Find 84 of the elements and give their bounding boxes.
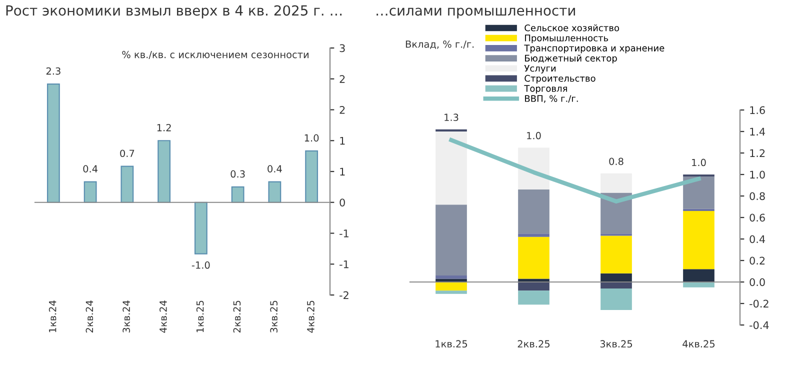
y-axis-title: % кв./кв. с исключением сезонности [122, 50, 308, 59]
data-label: 1.2 [157, 124, 171, 132]
bar [120, 166, 134, 203]
bar [231, 186, 244, 203]
y-tick-label: 1.0 [750, 170, 765, 179]
y-tick-label: 0.8 [750, 192, 765, 200]
bar [518, 290, 550, 305]
x-tick-label: 2кв.24 [86, 300, 93, 333]
y-tick-label: 1.4 [750, 128, 766, 136]
y-tick-label: -0.4 [750, 321, 769, 330]
y-tick-label: -0.2 [750, 300, 768, 308]
y-tick-label: 2 [340, 75, 345, 83]
bar [194, 202, 208, 254]
bar [600, 236, 632, 274]
y-tick-label: 0.2 [750, 256, 765, 265]
legend-label: Строительство [524, 74, 596, 84]
bar [683, 269, 714, 282]
legend-label: Сельское хозяйство [524, 24, 620, 32]
x-tick-label: 1кв.24 [48, 300, 56, 332]
legend-label: ВВП, % г./г. [525, 95, 578, 103]
annotation: 1.0 [527, 132, 541, 140]
chart-title: …силами промышленности [376, 8, 575, 18]
y-tick-label: 0.6 [750, 214, 765, 222]
y-tick-label: 1.6 [750, 106, 765, 114]
x-tick-label: 4кв.25 [682, 340, 715, 348]
bar [158, 140, 171, 203]
bar [600, 173, 632, 193]
annotation: 1.3 [444, 114, 458, 122]
y-tick-label: -2 [340, 291, 348, 299]
y-tick-label: 3 [340, 44, 345, 52]
bar [436, 282, 467, 291]
y-tick-label: 0 [340, 198, 345, 206]
x-tick-label: 3кв.24 [122, 300, 130, 333]
bar [84, 181, 97, 203]
bar [600, 288, 632, 310]
y-tick-label: -1 [340, 260, 348, 268]
y-tick-label: 0.4 [750, 235, 766, 244]
bar [305, 150, 318, 203]
legend-label: Промышленность [525, 34, 608, 44]
y-tick-label: 1 [340, 168, 345, 176]
data-label: 0.7 [120, 150, 134, 158]
data-label: 0.3 [230, 170, 245, 178]
x-tick-label: 4кв.25 [307, 300, 314, 333]
annotation: 0.8 [609, 158, 624, 166]
y-tick-label: 1 [340, 136, 345, 145]
data-label: 1.0 [304, 134, 319, 142]
x-tick-label: 3кв.25 [600, 340, 632, 348]
legend-label: Торговля [524, 85, 567, 94]
legend-label: Услуги [524, 64, 556, 74]
bar [518, 236, 550, 279]
data-label: -1.0 [192, 261, 210, 269]
bar [436, 276, 467, 279]
x-tick-label: 2кв.25 [518, 340, 550, 348]
bar [518, 190, 550, 234]
x-tick-label: 2кв.25 [233, 300, 241, 333]
x-tick-label: 3кв.25 [270, 300, 278, 333]
bar [436, 290, 467, 294]
bar [46, 83, 60, 203]
bar [436, 204, 467, 276]
y-tick-label: 1.2 [750, 149, 765, 157]
annotation: 1.0 [692, 158, 706, 166]
x-tick-label: 1кв.25 [436, 340, 468, 348]
bar [683, 282, 714, 288]
bar [518, 282, 550, 291]
bar [268, 181, 282, 203]
y-tick-label: 0.0 [750, 278, 765, 286]
data-label: 0.4 [268, 165, 282, 172]
bar [518, 234, 550, 237]
data-label: 2.3 [46, 67, 60, 75]
bar [683, 176, 714, 209]
legend-label: Бюджетный сектор [525, 54, 617, 64]
chart-title: Рост экономики взмыл вверх в 4 кв. 2025 г. … [6, 5, 342, 18]
y-axis-title: Вклад, % г./г. [406, 40, 474, 50]
x-tick-label: 4кв.24 [160, 300, 167, 333]
bar [683, 208, 714, 212]
x-tick-label: 1кв.25 [196, 300, 204, 332]
bar [436, 132, 467, 205]
bar [600, 273, 632, 282]
bar [600, 282, 632, 288]
bar [683, 211, 714, 270]
y-tick-label: -1 [340, 230, 348, 238]
y-tick-label: 2 [340, 106, 345, 114]
legend-label: Транспортировка и хранение [524, 44, 664, 54]
data-label: 0.4 [83, 165, 98, 172]
